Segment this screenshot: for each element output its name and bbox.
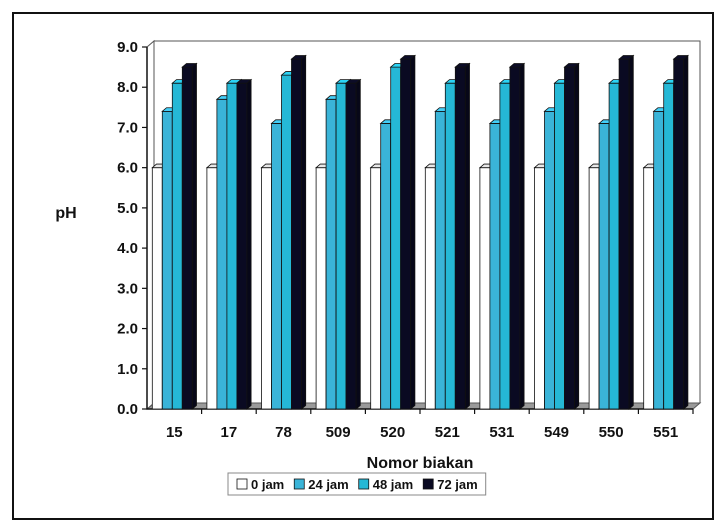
x-axis-ticks: 15 17 78 509 520 521 531 549 550 551 <box>166 409 694 441</box>
bar-front <box>206 167 218 410</box>
y-tick-label: 5.0 <box>117 200 138 217</box>
bar-front <box>598 123 610 410</box>
x-tick-label: 509 <box>326 424 351 441</box>
bar-side <box>410 54 416 410</box>
bar <box>563 62 580 410</box>
y-tick-label: 4.0 <box>117 240 138 257</box>
legend-entry: 24 jam <box>308 477 348 492</box>
bar-front <box>216 98 228 410</box>
legend-entry: 72 jam <box>437 477 477 492</box>
bar-front <box>236 82 248 410</box>
x-axis-title: Nomor biakan <box>367 455 474 472</box>
x-tick-label: 531 <box>489 424 514 441</box>
bar-front <box>261 167 272 410</box>
x-tick-label: 520 <box>380 424 405 441</box>
y-tick-label: 0.0 <box>117 401 138 418</box>
bar-side <box>464 62 470 410</box>
legend-entry: 48 jam <box>373 477 413 492</box>
bar-chart: 0.0 1.0 2.0 3.0 4.0 5.0 6.0 7.0 8.0 9.0 15 17 78 509… <box>55 39 702 496</box>
bar-front <box>643 167 655 410</box>
bar-side <box>191 62 197 410</box>
y-axis-title: pH <box>55 205 76 222</box>
x-tick-label: 549 <box>544 424 569 441</box>
bar-side <box>301 54 307 410</box>
x-tick-label: 78 <box>275 424 292 441</box>
bars <box>151 54 689 410</box>
legend-box <box>227 472 487 496</box>
bar <box>181 62 198 410</box>
bar-front <box>454 66 466 410</box>
bar-front <box>424 167 436 410</box>
bar <box>235 78 253 410</box>
bar-side <box>683 54 689 410</box>
bar-front <box>544 110 555 410</box>
x-tick-label: 521 <box>435 424 460 441</box>
bar-front <box>325 98 337 410</box>
x-tick-label: 550 <box>599 424 624 441</box>
x-tick-label: 551 <box>653 424 678 441</box>
bar-side <box>355 78 361 410</box>
bar-front <box>588 167 600 410</box>
x-tick-label: 17 <box>221 424 238 441</box>
bar <box>399 54 416 410</box>
bar <box>508 62 526 410</box>
legend-swatch <box>422 478 434 490</box>
bar-front <box>335 82 347 410</box>
bar-front <box>434 110 446 410</box>
bar-front <box>444 82 456 410</box>
bar-front <box>509 66 521 410</box>
y-tick-label: 7.0 <box>117 119 138 136</box>
bar-front <box>281 74 292 410</box>
y-tick-label: 9.0 <box>117 39 138 56</box>
bar <box>672 54 689 410</box>
legend: 0 jam 24 jam 48 jam 72 jam <box>227 472 487 496</box>
bar-front <box>291 58 302 410</box>
y-tick-label: 8.0 <box>117 79 138 96</box>
legend-entry: 0 jam <box>251 477 284 492</box>
bar-front <box>226 82 238 410</box>
bar <box>290 54 307 410</box>
bar-front <box>499 82 511 410</box>
bar-front <box>370 167 382 410</box>
bar-front <box>618 58 630 410</box>
legend-swatch <box>236 478 248 490</box>
bar-front <box>564 66 575 410</box>
bar-front <box>315 167 327 410</box>
bar-front <box>271 123 282 410</box>
y-tick-label: 3.0 <box>117 280 138 297</box>
bar <box>618 54 635 410</box>
legend-swatch <box>293 478 305 490</box>
bar-side <box>246 78 252 410</box>
bar-front <box>479 167 491 410</box>
bar-front <box>673 58 685 410</box>
bar-front <box>161 110 173 410</box>
bar <box>345 78 362 410</box>
bar-side <box>574 62 580 410</box>
bar-front <box>489 123 501 410</box>
y-axis-ticks: 0.0 1.0 2.0 3.0 4.0 5.0 6.0 7.0 8.0 9.0 <box>117 39 147 418</box>
bar-front <box>345 82 357 410</box>
y-tick-label: 6.0 <box>117 160 138 177</box>
bar-side <box>519 62 525 410</box>
y-tick-label: 2.0 <box>117 321 138 338</box>
bar-front <box>608 82 620 410</box>
bar-front <box>663 82 675 410</box>
bar-front <box>171 82 183 410</box>
bar-front <box>534 167 545 410</box>
legend-swatch <box>358 478 370 490</box>
x-tick-label: 15 <box>166 424 183 441</box>
bar-front <box>380 123 392 410</box>
bar-side <box>628 54 634 410</box>
bar-front <box>181 66 193 410</box>
bar-front <box>390 66 402 410</box>
bar-front <box>400 58 412 410</box>
chart-frame: 0.0 1.0 2.0 3.0 4.0 5.0 6.0 7.0 8.0 9.0 15 17 78 509… <box>12 12 714 520</box>
bar-front <box>554 82 565 410</box>
bar-front <box>151 167 163 410</box>
bar <box>454 62 471 410</box>
y-tick-label: 1.0 <box>117 361 138 378</box>
bar-front <box>653 110 665 410</box>
